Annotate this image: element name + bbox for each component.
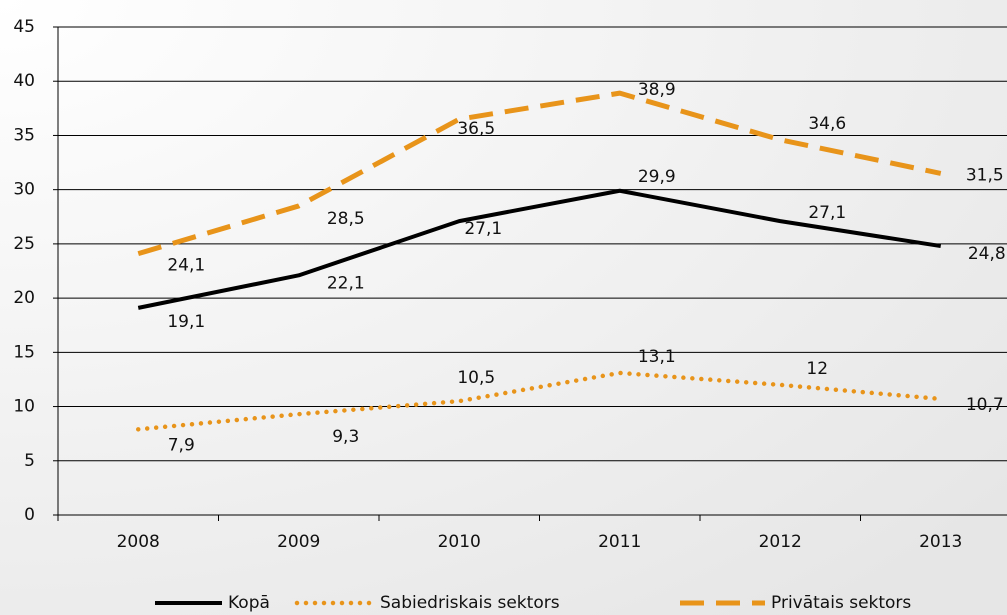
legend-label: Privātais sektors (771, 593, 911, 613)
legend-label: Sabiedriskais sektors (380, 593, 560, 613)
data-label: 10,7 (966, 395, 1004, 415)
data-label: 10,5 (457, 368, 495, 388)
data-label: 34,6 (808, 114, 846, 134)
data-label: 36,5 (457, 119, 495, 139)
y-tick-label: 0 (24, 505, 35, 525)
y-tick-label: 25 (13, 234, 35, 254)
x-tick-label: 2012 (759, 532, 802, 552)
y-tick-label: 40 (13, 71, 35, 91)
data-label: 7,9 (168, 435, 195, 455)
data-label: 27,1 (464, 219, 502, 239)
y-tick-label: 10 (13, 397, 35, 417)
legend-label: Kopā (228, 593, 270, 613)
y-tick-label: 35 (13, 125, 35, 145)
data-label: 38,9 (638, 80, 676, 100)
series-line (137, 188, 942, 310)
y-tick-label: 20 (13, 288, 35, 308)
data-label: 12 (806, 359, 828, 379)
y-tick-label: 45 (13, 17, 35, 37)
y-tick-label: 30 (13, 180, 35, 200)
x-tick-label: 2013 (919, 532, 962, 552)
data-label: 24,8 (968, 244, 1006, 264)
data-label: 9,3 (332, 427, 359, 447)
data-label: 24,1 (167, 256, 205, 276)
data-label: 19,1 (167, 312, 205, 332)
data-label: 27,1 (808, 203, 846, 223)
data-label: 31,5 (966, 165, 1004, 185)
x-tick-label: 2011 (598, 532, 641, 552)
data-label: 22,1 (327, 273, 365, 293)
series-line (136, 370, 943, 432)
y-tick-label: 5 (24, 451, 35, 471)
data-label: 13,1 (638, 347, 676, 367)
series-line (137, 90, 942, 257)
data-label: 28,5 (327, 209, 365, 229)
y-tick-label: 15 (13, 342, 35, 362)
x-tick-label: 2008 (117, 532, 160, 552)
x-tick-label: 2009 (277, 532, 320, 552)
x-tick-label: 2010 (438, 532, 481, 552)
data-label: 29,9 (638, 167, 676, 187)
